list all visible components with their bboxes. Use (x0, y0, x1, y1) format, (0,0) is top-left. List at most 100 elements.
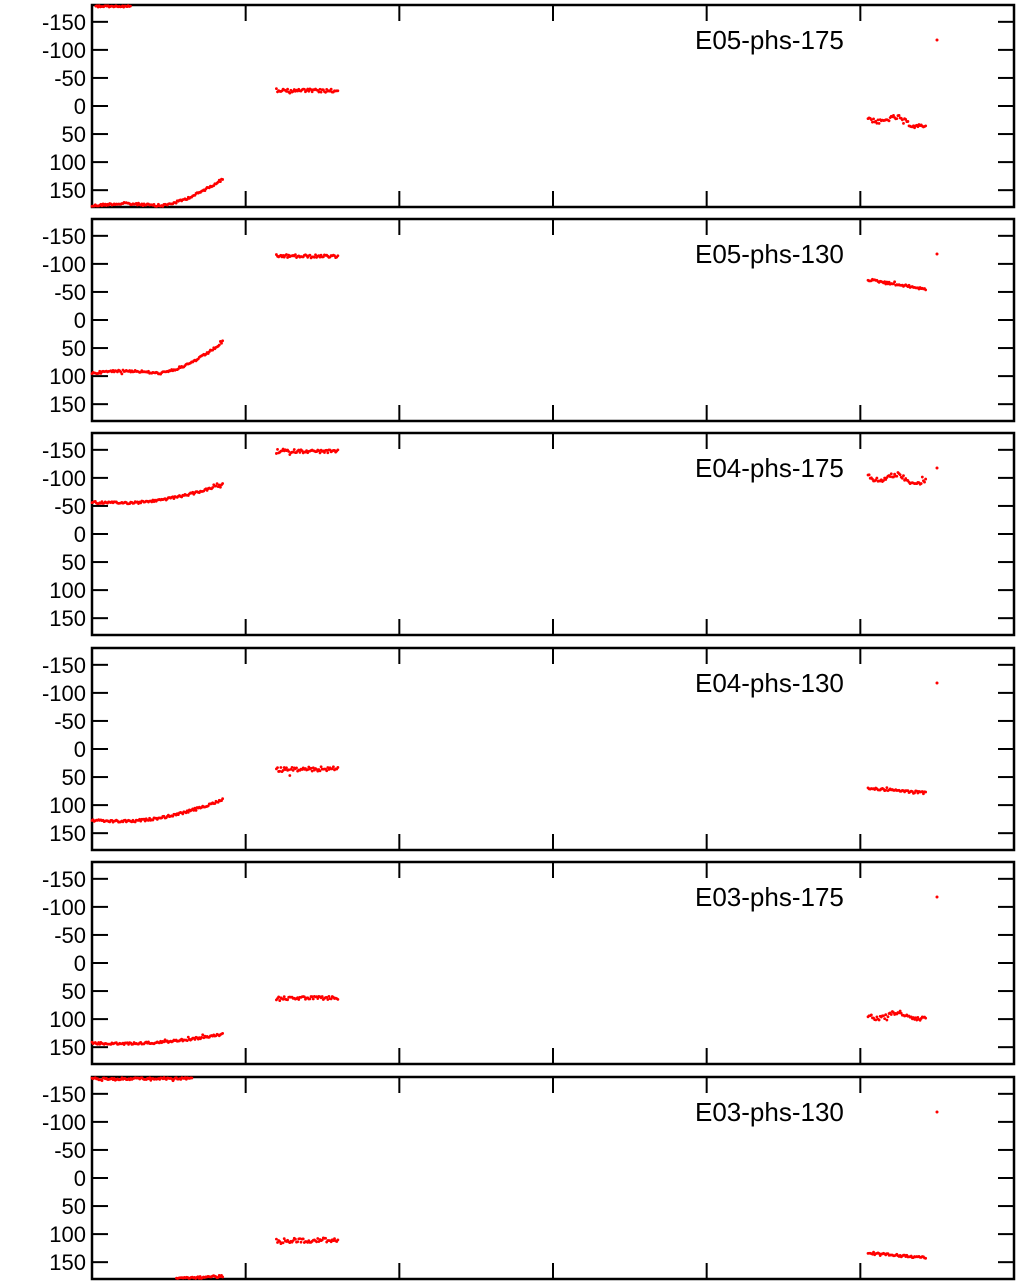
panel-4-point (186, 810, 190, 814)
panel-2-point (220, 341, 223, 345)
panel-4-point (193, 806, 197, 810)
panel-3-point (323, 451, 326, 454)
panel-2-ytick-label: 100 (49, 364, 86, 389)
panel-2-ytick-label: -150 (42, 224, 86, 249)
panel-3-point (919, 482, 923, 485)
panel-1-point (275, 87, 278, 91)
panel-6-point (315, 1240, 319, 1244)
panel-4-point (884, 788, 888, 792)
panel-5-point (329, 997, 333, 1001)
panel-2-point (883, 280, 887, 284)
panel-1-point (904, 118, 908, 121)
panel-5-ytick-label: 150 (49, 1035, 86, 1060)
panel-4-point (920, 790, 924, 793)
panel-4-point (325, 769, 329, 773)
panel-3-point (924, 477, 928, 481)
panel-3-point (214, 484, 218, 488)
panel-3-point (902, 474, 905, 478)
panel-3-point (275, 452, 278, 455)
panel-1-point (328, 89, 332, 93)
panel-3-point (336, 448, 340, 452)
panel-4-ytick-label: -150 (42, 653, 86, 678)
panel-3-point (298, 450, 302, 454)
panel-6-point (316, 1237, 320, 1240)
panel-6-ytick-label: -100 (42, 1110, 86, 1135)
panel-4-point (148, 816, 151, 820)
panel-3-point (888, 475, 892, 479)
panel-5-point (884, 1013, 888, 1017)
panel-5-point (162, 1040, 166, 1044)
panel-6-point (216, 1276, 220, 1279)
panel-2-ytick-label: 0 (74, 308, 86, 333)
panel-5-point (892, 1011, 895, 1014)
panel-2-frame (90, 217, 1016, 423)
panel-5-ytick-label: 50 (62, 979, 86, 1004)
panel-1-ytick-label: -150 (42, 10, 86, 35)
panel-1-point (318, 87, 322, 91)
panel-3-point (318, 451, 322, 455)
panel-5-frame (90, 860, 1016, 1066)
panel-1-point (307, 89, 311, 93)
panel-3-point (898, 473, 902, 477)
panel-2-legend-label: E05-phs-130 (695, 239, 844, 269)
panel-3-point (892, 475, 895, 479)
panel-1-point (221, 178, 225, 181)
panel-6-ytick-label: 150 (49, 1250, 86, 1275)
panel-1-point (185, 197, 189, 201)
panel-3-ytick-label: 0 (74, 522, 86, 547)
panel-5-point (193, 1038, 197, 1041)
panel-6-frame (90, 1075, 1016, 1281)
panel-1-point (902, 121, 905, 125)
panel-4-legend-label: E04-phs-130 (695, 668, 844, 698)
panel-5-ytick-label: -50 (54, 923, 86, 948)
panel-5-point (282, 995, 286, 999)
panel-5-point (915, 1018, 919, 1022)
panel-4-ytick-label: 150 (49, 821, 86, 846)
panel-4-point (221, 797, 225, 801)
panel-3-point (297, 448, 301, 452)
panel-3-ytick-label: -50 (54, 494, 86, 519)
panel-6-point (282, 1237, 286, 1241)
panel-3-point (287, 450, 291, 453)
panel-1-point (876, 118, 880, 122)
panel-4-point (332, 765, 335, 769)
panel-6-point (871, 1252, 874, 1256)
panel-2-point (336, 254, 340, 258)
panel-4-point (285, 766, 288, 770)
panel-4-point (306, 768, 310, 771)
panel-4-point (279, 766, 283, 769)
panel-3-point (326, 451, 330, 455)
panel-3-frame (90, 431, 1016, 637)
panel-5-legend-label: E03-phs-175 (695, 882, 844, 912)
panel-3-legend-label: E04-phs-175 (695, 453, 844, 483)
panel-6-point (148, 1076, 152, 1080)
panel-5-point (302, 995, 306, 999)
panel-5-point (286, 998, 289, 1002)
panel-1-point (875, 121, 879, 125)
panel-2-point (893, 280, 897, 284)
panel-1-ytick-label: -50 (54, 66, 86, 91)
panel-1-point (286, 87, 289, 91)
panel-1-ytick-label: 100 (49, 150, 86, 175)
panel-4-point (885, 786, 889, 790)
panel-1-point (317, 90, 321, 94)
panel-5-point (185, 1039, 189, 1042)
panel-3-point (889, 472, 893, 476)
panel-4-point (291, 769, 295, 772)
panel-5-point (914, 1016, 918, 1020)
panel-3-point (219, 485, 222, 489)
panel-3-point (276, 448, 279, 451)
panel-5-ytick-label: 0 (74, 951, 86, 976)
panel-5-point (875, 1015, 879, 1019)
panel-1-point (285, 90, 288, 93)
panel-2-point (120, 372, 124, 376)
panel-6-legend-marker (935, 1110, 939, 1114)
panel-1-point (887, 119, 891, 123)
panel-4-point (181, 812, 185, 816)
panel-2-point (887, 280, 891, 284)
panel-4-point (143, 819, 147, 823)
panel-3-ytick-label: 100 (49, 578, 86, 603)
panel-5-point (336, 997, 340, 1001)
panel-6-point (924, 1256, 928, 1260)
panel-4-point (309, 766, 313, 770)
